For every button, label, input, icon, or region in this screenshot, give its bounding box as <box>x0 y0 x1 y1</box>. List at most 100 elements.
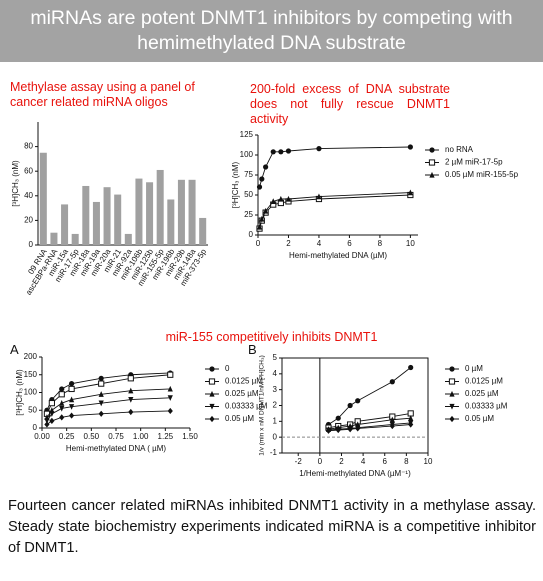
x-tick-label: 1.00 <box>133 432 149 441</box>
legend-marker <box>449 415 455 423</box>
x-tick-label: 4 <box>317 239 322 248</box>
y-axis-label: [³H]CH₃ (nM) <box>15 369 24 416</box>
y-tick-label: 5 <box>273 353 278 362</box>
x-tick-label: 0.50 <box>84 432 100 441</box>
legend-marker <box>429 147 435 153</box>
series-line <box>46 410 171 425</box>
y-tick-label: 2 <box>273 401 278 410</box>
legend-marker <box>208 378 216 385</box>
data-point <box>98 391 104 397</box>
data-point <box>98 410 104 417</box>
y-tick-label: 100 <box>240 150 254 159</box>
x-tick-label: 10 <box>406 239 415 248</box>
data-point <box>59 405 65 412</box>
data-point <box>278 149 284 155</box>
x-tick-label: 6 <box>383 457 388 466</box>
y-tick-label: 100 <box>24 388 38 397</box>
legend-marker <box>209 415 215 423</box>
legend-label: 0.025 µM <box>225 389 259 398</box>
data-point <box>408 415 414 421</box>
data-point <box>285 195 292 202</box>
y-axis-label: [³H]CH₃ (nM) <box>11 160 20 207</box>
y-tick-label: 50 <box>28 405 37 414</box>
x-tick-label: 4 <box>361 457 366 466</box>
y-tick-label: 60 <box>24 166 33 175</box>
data-point <box>167 407 173 415</box>
x-tick-label: 0.00 <box>34 432 50 441</box>
data-point <box>256 184 263 190</box>
legend-marker <box>449 403 455 410</box>
data-point <box>316 146 322 152</box>
y-tick-label: 150 <box>24 370 38 379</box>
legend-marker <box>429 171 435 178</box>
y-tick-label: 75 <box>244 170 253 179</box>
legend-label: 0.05 µM miR-155-5p <box>445 170 519 179</box>
data-point <box>347 426 353 433</box>
caption: Fourteen cancer related miRNAs inhibited… <box>8 498 536 556</box>
legend-label: 0.0125 µM <box>465 377 503 386</box>
legend-marker <box>428 159 436 166</box>
data-point <box>167 385 173 392</box>
data-point <box>69 396 75 403</box>
y-tick-label: 50 <box>244 190 253 199</box>
data-point <box>44 418 50 424</box>
legend-label: 0.03333 µM <box>465 402 508 411</box>
data-point <box>347 402 353 409</box>
y-tick-label: 20 <box>24 216 33 225</box>
data-point <box>167 395 173 401</box>
panel-label: A <box>10 342 19 357</box>
x-tick-label: 2 <box>339 457 344 466</box>
panel-label: B <box>248 342 257 357</box>
legend-label: 0.03333 µM <box>225 402 268 411</box>
bar <box>135 178 143 245</box>
legend-label: 0.05 µM <box>465 414 494 423</box>
x-tick-label: 0 <box>318 457 323 466</box>
bar <box>71 233 79 245</box>
bar <box>188 179 196 245</box>
bar <box>92 201 100 245</box>
data-point <box>407 189 413 196</box>
legend-label: 0.0125 µM <box>225 377 263 386</box>
bar <box>199 217 207 245</box>
legend-label: 2 µM miR-17-5p <box>445 158 503 167</box>
x-axis-label: Hemi-methylated DNA ( µM) <box>66 444 167 453</box>
data-point <box>128 408 134 416</box>
x-tick-label: 0 <box>256 239 261 248</box>
legend-marker <box>449 390 455 397</box>
data-point <box>278 195 284 202</box>
series-line <box>46 372 171 411</box>
data-point <box>98 400 104 407</box>
x-tick-label: 0.25 <box>59 432 75 441</box>
data-point <box>407 144 413 150</box>
y-tick-label: 0 <box>33 423 38 432</box>
x-axis-label: 1/Hemi-methylated DNA (µM⁻¹) <box>299 469 411 478</box>
x-axis-label: Hemi-methylated DNA (µM) <box>289 251 387 260</box>
data-point <box>263 164 269 170</box>
data-point <box>128 387 134 394</box>
x-tick-label: 6 <box>347 239 352 248</box>
y-tick-label: 0 <box>249 230 254 239</box>
x-tick-label: 10 <box>424 457 433 466</box>
bar <box>39 152 47 245</box>
data-point <box>44 421 50 428</box>
data-point <box>389 422 395 430</box>
legend-label: 0.025 µM <box>465 389 499 398</box>
y-tick-label: 0 <box>273 432 278 441</box>
legend-label: 0 <box>225 364 230 373</box>
data-point <box>256 223 263 230</box>
legend-marker <box>209 390 215 397</box>
bar <box>82 185 90 245</box>
y-axis-label: [³H]CH₃ (nM) <box>231 161 240 208</box>
legend-label: 0 µM <box>465 364 483 373</box>
bar <box>61 204 69 245</box>
data-point <box>127 375 134 382</box>
x-tick-label: 1.50 <box>182 432 198 441</box>
y-tick-label: 3 <box>273 385 278 394</box>
x-tick-label: 8 <box>378 239 383 248</box>
data-point <box>58 391 65 398</box>
data-point <box>49 411 55 417</box>
legend-marker <box>449 366 455 372</box>
y-axis-label: 1/v (min x nM DNMT1/nM [³H]CH₃) <box>259 355 266 456</box>
data-point <box>259 215 265 222</box>
